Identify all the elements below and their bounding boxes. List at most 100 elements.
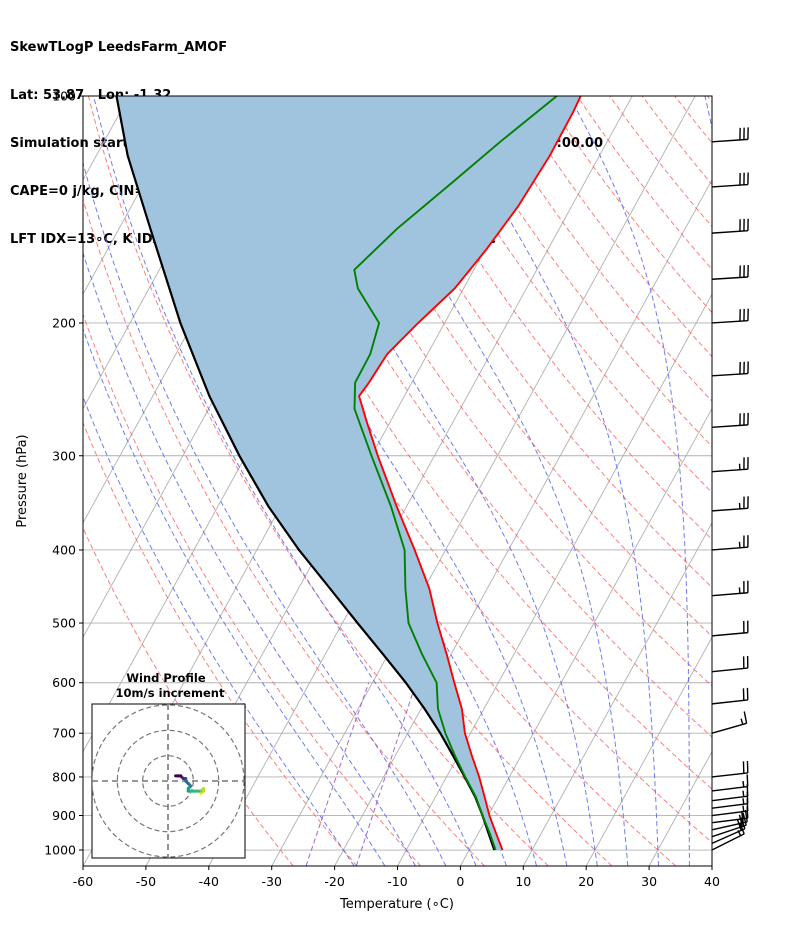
y-tick-label: 900 — [52, 808, 76, 823]
dry-adiabat-line — [348, 96, 712, 589]
wind-barb — [711, 535, 749, 551]
wind-barb-shaft — [711, 468, 748, 473]
wind-barb-shaft — [711, 803, 748, 809]
wind-barb-half-flag — [740, 718, 744, 725]
moist-adiabat-line — [265, 96, 598, 866]
y-tick-label: 300 — [52, 448, 76, 463]
dry-adiabat-line — [283, 96, 712, 687]
moist-adiabat-line — [568, 96, 690, 866]
x-tick-label: 0 — [456, 874, 464, 889]
wind-barb-shaft — [711, 722, 747, 734]
wind-barb-shaft — [711, 138, 748, 143]
wind-barb-shaft — [711, 828, 746, 845]
cape-cin-shading — [116, 96, 581, 850]
mixing-ratio-line — [305, 682, 370, 866]
moist-adiabat-line — [439, 96, 659, 866]
x-tick-label: 40 — [704, 874, 720, 889]
y-tick-label: 1000 — [44, 843, 76, 858]
hodograph-inset: Wind Profile 10m/s increment — [91, 671, 246, 859]
dry-adiabat-line — [87, 96, 549, 866]
dry-adiabat-line — [641, 96, 712, 186]
isotherm-line — [83, 96, 193, 296]
wind-barb-flag — [743, 711, 748, 724]
y-tick-label: 200 — [52, 315, 76, 330]
wind-barb-flag — [736, 818, 742, 831]
wind-barb — [711, 457, 749, 473]
x-tick-label: -40 — [199, 874, 219, 889]
wind-barb-shaft — [711, 631, 748, 637]
title-line-1: SkewTLogP LeedsFarm_AMOF — [10, 40, 228, 55]
isotherm-line — [271, 96, 696, 866]
isotherm-line — [460, 407, 712, 866]
y-axis-label: Pressure (hPa) — [15, 434, 30, 527]
wind-barb-shaft — [711, 320, 748, 324]
y-tick-label: 700 — [52, 726, 76, 741]
y-tick-label: 400 — [52, 542, 76, 557]
wind-barb-shaft — [711, 592, 748, 597]
isotherm-line — [334, 178, 712, 866]
wind-barb — [711, 711, 748, 734]
x-tick-label: -50 — [136, 874, 156, 889]
axes: -60 -50 -40 -30 -20 -10 0 10 20 30 40 1000 900 800 700… — [44, 89, 720, 890]
wind-barb-shaft — [711, 810, 748, 817]
wind-barb-half-flag — [742, 805, 745, 812]
dry-adiabat-line — [446, 96, 712, 448]
dry-adiabat-line — [83, 312, 422, 866]
wind-barb-shaft — [711, 699, 748, 705]
moist-adiabat-line — [83, 395, 355, 866]
wind-barb-shaft — [711, 546, 748, 551]
wind-barb-shaft — [711, 667, 748, 673]
wind-barb — [711, 412, 749, 428]
y-tick-label: 800 — [52, 769, 76, 784]
isotherm-line — [711, 865, 712, 866]
wind-barb — [711, 774, 749, 792]
isotherm-line — [585, 636, 712, 866]
wind-barb — [711, 620, 749, 637]
x-tick-label: 10 — [515, 874, 531, 889]
hodograph-ring — [116, 729, 220, 833]
wind-barb — [711, 656, 749, 673]
y-tick-label: 600 — [52, 675, 76, 690]
x-tick-label: 20 — [578, 874, 594, 889]
x-tick-label: -30 — [261, 874, 281, 889]
dewpoint-line — [353, 96, 558, 851]
wind-barb — [711, 172, 749, 188]
wind-barb-half-flag — [742, 790, 745, 797]
wind-barb-half-flag — [742, 780, 745, 788]
wind-barb — [711, 361, 749, 377]
wind-barb-shaft — [711, 833, 745, 851]
profile-layer — [115, 96, 582, 851]
wind-barb — [711, 760, 749, 778]
dry-adiabat-line — [609, 96, 712, 228]
wind-barb-half-flag — [742, 798, 745, 805]
wind-barb-shaft — [711, 824, 747, 838]
temperature-line — [358, 96, 582, 851]
isotherm-line — [0, 96, 3, 866]
wind-barb — [711, 127, 749, 143]
wind-barb — [711, 809, 748, 831]
wind-barb-shaft — [711, 424, 748, 428]
wind-barb-flag — [738, 814, 744, 827]
wind-barb-flag — [740, 810, 744, 823]
dry-adiabat-line — [83, 526, 294, 866]
cape-fill-layer — [116, 96, 581, 850]
wind-barb-shaft — [711, 230, 748, 234]
wind-barb-shaft — [711, 772, 748, 778]
y-tick-label: 500 — [52, 616, 76, 631]
wind-barb-shaft — [711, 785, 748, 792]
wind-barb — [711, 687, 749, 705]
x-tick-label: 30 — [641, 874, 657, 889]
dry-adiabat-line — [478, 96, 712, 402]
x-tick-label: -60 — [73, 874, 93, 889]
dry-adiabat-line — [674, 96, 712, 144]
x-tick-label: -20 — [324, 874, 344, 889]
wind-barb — [711, 580, 749, 597]
moist-adiabat-line — [704, 96, 712, 131]
wind-barb-shaft — [711, 276, 748, 280]
moist-adiabat-line — [83, 161, 447, 866]
dry-adiabat-line — [381, 96, 712, 541]
dry-adiabat-line — [83, 198, 485, 866]
dry-adiabat-line — [250, 96, 712, 738]
x-tick-label: -10 — [387, 874, 407, 889]
